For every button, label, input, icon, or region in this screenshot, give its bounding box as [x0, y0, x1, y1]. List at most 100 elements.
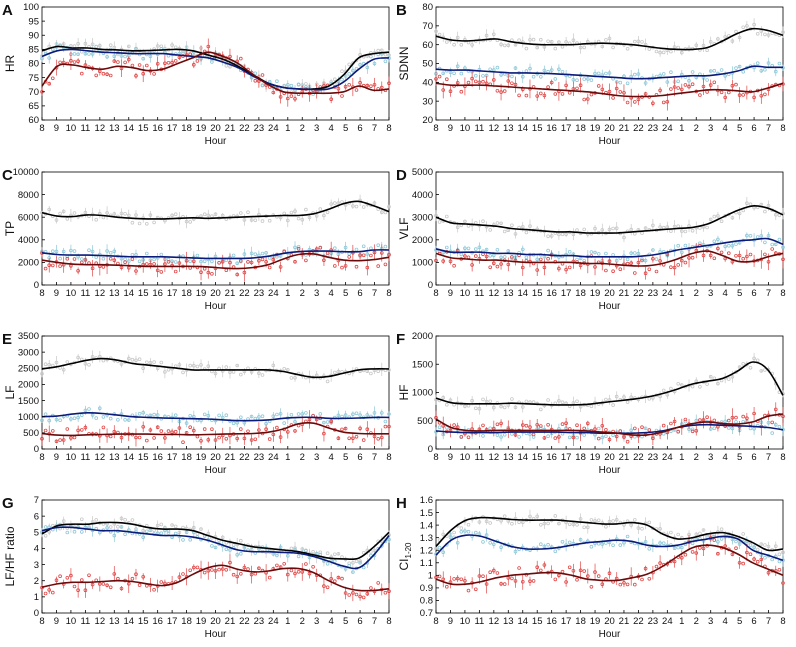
data-point: [119, 516, 124, 521]
data-point: [730, 552, 735, 557]
data-point: [484, 247, 489, 252]
series-red-points: [40, 554, 391, 602]
data-point: [600, 542, 605, 546]
data-point: [329, 202, 334, 206]
data-point: [141, 56, 146, 61]
data-point: [365, 591, 370, 596]
data-point: [528, 37, 532, 42]
data-point: [687, 84, 691, 89]
data-point: [502, 255, 507, 259]
data-point: [777, 237, 782, 242]
data-point: [466, 588, 471, 593]
data-point: [585, 77, 590, 81]
data-point: [83, 51, 88, 56]
data-point: [582, 45, 586, 50]
data-point: [318, 245, 323, 250]
data-point: [387, 424, 391, 429]
data-point: [661, 100, 666, 105]
x-tick-label: 14: [123, 452, 134, 463]
data-point: [611, 543, 615, 548]
y-tick-label: 1.2: [420, 545, 433, 556]
data-point: [502, 89, 507, 93]
data-point: [137, 357, 142, 362]
data-point: [228, 54, 232, 59]
data-point: [188, 363, 193, 368]
data-point: [47, 207, 51, 212]
data-point: [712, 426, 717, 431]
data-point: [625, 582, 630, 587]
x-tick-label: 6: [357, 452, 362, 463]
data-point: [575, 577, 579, 582]
data-point: [513, 405, 518, 410]
data-point: [716, 214, 720, 218]
data-point: [553, 46, 558, 51]
x-tick-label: 21: [225, 616, 236, 627]
data-point: [676, 532, 680, 537]
data-point: [636, 39, 641, 44]
data-point: [542, 521, 547, 526]
data-point: [506, 79, 511, 83]
y-tick-label: 70: [28, 87, 39, 98]
data-point: [289, 376, 294, 380]
data-point: [535, 422, 539, 427]
y-tick-label: 90: [28, 30, 39, 41]
data-point: [105, 526, 109, 530]
data-point: [705, 382, 709, 386]
data-point: [614, 86, 619, 91]
data-point: [285, 553, 290, 558]
data-point: [235, 436, 240, 441]
data-point: [459, 252, 464, 257]
data-point: [376, 264, 381, 268]
data-point: [755, 559, 760, 564]
data-point: [766, 544, 771, 549]
data-point: [781, 30, 785, 35]
data-point: [163, 61, 167, 66]
data-point: [116, 576, 120, 581]
data-point: [488, 67, 493, 72]
data-point: [459, 529, 464, 534]
data-point: [611, 519, 615, 523]
data-point: [495, 89, 500, 93]
data-point: [188, 259, 193, 264]
data-point: [564, 40, 568, 44]
data-point: [596, 252, 601, 256]
data-point: [444, 425, 449, 430]
fit-line-red: [435, 413, 784, 436]
data-point: [94, 44, 98, 49]
x-tick-label: 1: [679, 288, 684, 299]
data-point: [672, 419, 677, 424]
x-tick-label: 12: [95, 452, 106, 463]
data-point: [105, 583, 109, 588]
data-point: [87, 524, 91, 529]
data-point: [734, 539, 738, 544]
y-tick-label: 70: [422, 21, 433, 32]
data-point: [58, 438, 62, 442]
data-point: [249, 260, 254, 265]
data-point: [625, 81, 630, 86]
data-point: [690, 384, 695, 389]
data-point: [119, 211, 124, 216]
data-point: [361, 595, 366, 600]
data-point: [249, 414, 254, 419]
data-point: [332, 579, 337, 583]
data-point: [40, 418, 44, 423]
data-point: [69, 417, 73, 421]
data-point: [213, 545, 218, 550]
x-tick-label: 23: [648, 452, 659, 463]
data-point: [658, 88, 662, 93]
data-point: [517, 38, 521, 42]
data-point: [108, 585, 113, 590]
data-point: [58, 60, 62, 65]
data-point: [246, 429, 250, 434]
data-point: [434, 248, 438, 252]
data-point: [763, 555, 767, 560]
x-tick-label: 6: [357, 288, 362, 299]
data-point: [155, 425, 160, 430]
data-point: [434, 430, 438, 434]
data-point: [282, 211, 287, 216]
data-point: [600, 87, 605, 92]
data-point: [47, 588, 51, 592]
data-point: [719, 250, 724, 255]
series-gray-points: [434, 197, 785, 243]
